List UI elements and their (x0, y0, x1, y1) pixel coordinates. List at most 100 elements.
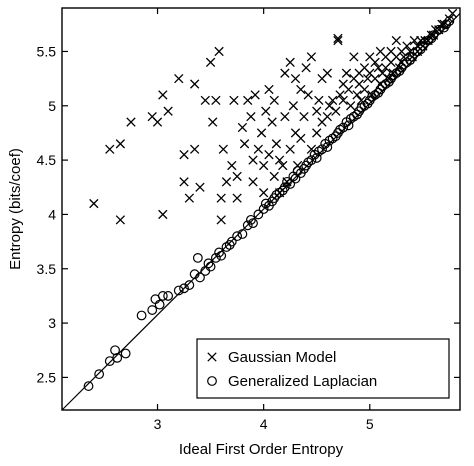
data-point-gaussian (211, 95, 221, 106)
y-tick-label: 3 (48, 315, 56, 331)
data-point-gaussian (285, 57, 295, 67)
data-point-laplacian (327, 133, 338, 144)
data-point-laplacian (120, 348, 131, 359)
data-point-laplacian (163, 291, 174, 301)
data-point-gaussian (402, 41, 412, 51)
y-tick-label: 4 (48, 206, 56, 222)
x-marker-stroke (306, 144, 317, 154)
data-point-laplacian (248, 218, 258, 229)
x-marker-stroke (239, 139, 250, 149)
data-point-gaussian (267, 117, 277, 127)
x-marker-stroke (89, 198, 99, 209)
data-point-laplacian (179, 283, 189, 294)
data-point-gaussian (444, 14, 455, 24)
x-marker-stroke (179, 150, 189, 160)
data-point-gaussian (278, 160, 288, 171)
x-marker-stroke (152, 117, 163, 127)
x-marker-stroke (402, 41, 412, 51)
data-point-gaussian (271, 139, 282, 149)
x-axis-ticks: 3 4 5 (154, 8, 374, 432)
data-point-laplacian (216, 250, 227, 261)
data-point-gaussian (312, 128, 322, 138)
x-marker-stroke (158, 90, 168, 100)
x-axis-title: Ideal First Order Entropy (179, 441, 344, 458)
data-point-laplacian (311, 153, 322, 163)
data-point-gaussian (163, 106, 173, 116)
x-marker-stroke (365, 68, 375, 78)
data-point-gaussian (373, 63, 383, 73)
data-point-laplacian (423, 35, 434, 46)
data-point-gaussian (115, 139, 126, 149)
x-marker-stroke (280, 68, 290, 78)
x-marker-stroke (261, 106, 271, 116)
data-point-gaussian (280, 111, 290, 122)
data-point-gaussian (388, 68, 398, 78)
data-point-gaussian (322, 68, 332, 78)
x-marker-stroke (115, 215, 126, 225)
data-point-gaussian (384, 73, 394, 84)
data-point-gaussian (200, 95, 210, 106)
x-marker-stroke (216, 215, 226, 225)
data-point-gaussian (216, 193, 226, 203)
legend-label-gaussian: Gaussian Model (228, 349, 336, 366)
data-point-gaussian (352, 90, 362, 100)
data-point-gaussian (158, 90, 168, 100)
data-point-gaussian (312, 106, 322, 116)
data-point-gaussian (258, 188, 269, 198)
data-point-laplacian (192, 252, 203, 263)
data-point-gaussian (246, 111, 256, 122)
data-point-gaussian (208, 117, 218, 127)
data-point-gaussian (274, 155, 285, 165)
data-point-gaussian (232, 193, 242, 203)
x-marker-stroke (363, 73, 373, 84)
x-marker-stroke (232, 193, 242, 203)
x-marker-stroke (343, 84, 354, 95)
x-marker-stroke (229, 95, 239, 106)
x-marker-stroke (269, 95, 279, 106)
data-point-laplacian (83, 381, 94, 391)
data-point-gaussian (258, 160, 269, 171)
y-tick-label: 4.5 (37, 152, 57, 168)
data-point-laplacian (221, 242, 232, 252)
data-point-laplacian (380, 79, 391, 89)
data-point-laplacian (232, 231, 243, 242)
data-point-laplacian (428, 30, 439, 41)
x-marker-stroke (278, 160, 288, 171)
data-point-gaussian (115, 215, 126, 225)
x-marker-stroke (248, 155, 258, 165)
x-marker-stroke (359, 84, 370, 95)
x-marker-stroke (335, 90, 345, 100)
data-point-gaussian (243, 95, 253, 106)
x-marker-stroke (388, 68, 398, 78)
x-marker-stroke (274, 155, 285, 165)
x-marker-stroke (420, 35, 430, 46)
data-point-gaussian (396, 57, 407, 67)
series-gaussian-model (89, 8, 458, 225)
data-point-gaussian (126, 117, 136, 127)
x-marker-stroke (338, 95, 348, 106)
x-marker-stroke (306, 52, 317, 62)
x-marker-stroke (296, 84, 306, 95)
x-marker-stroke (269, 171, 279, 182)
data-point-gaussian (356, 95, 366, 106)
x-marker-stroke (370, 73, 380, 84)
x-marker-stroke (271, 139, 282, 149)
x-marker-stroke (370, 57, 380, 67)
data-point-laplacian (226, 236, 237, 247)
y-tick-label: 2.5 (37, 369, 57, 385)
data-point-laplacian (391, 68, 402, 79)
x-marker-stroke (430, 25, 441, 35)
data-point-gaussian (359, 84, 370, 95)
data-point-laplacian (274, 187, 285, 198)
x-marker-stroke (290, 73, 301, 84)
x-marker-stroke (373, 63, 383, 73)
data-point-laplacian (441, 19, 452, 30)
data-point-laplacian (444, 16, 455, 26)
x-marker-stroke (367, 90, 377, 100)
series-generalized-laplacian (83, 16, 455, 391)
x-marker-stroke (346, 101, 356, 111)
data-point-gaussian (327, 95, 338, 106)
data-point-gaussian (343, 84, 354, 95)
x-marker-stroke (426, 30, 437, 40)
x-marker-stroke (256, 128, 267, 138)
